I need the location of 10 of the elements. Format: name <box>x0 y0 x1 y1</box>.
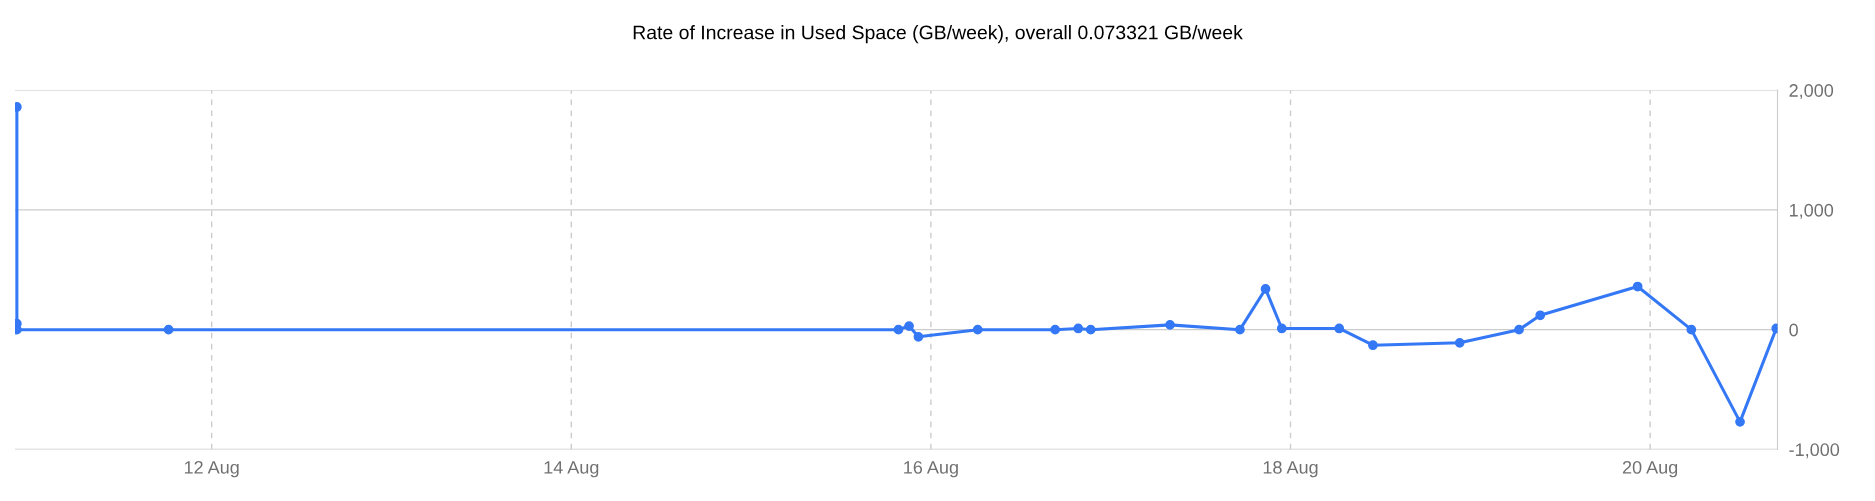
chart-title: Rate of Increase in Used Space (GB/week), overall 0.073321 GB/week <box>633 25 1243 44</box>
x-tick-label: 12 Aug <box>184 460 239 478</box>
x-tick-label: 16 Aug <box>904 460 958 478</box>
y-tick-label: -1,000 <box>1789 443 1840 459</box>
x-tick-label: 14 Aug <box>544 461 599 478</box>
x-tick-label: 20 Aug <box>1622 460 1678 478</box>
y-tick-label: 1,000 <box>1789 203 1834 219</box>
y-tick-label: 0 <box>1789 323 1798 337</box>
x-tick-label: 18 Aug <box>1263 460 1318 478</box>
y-tick-label: 2,000 <box>1789 84 1834 100</box>
